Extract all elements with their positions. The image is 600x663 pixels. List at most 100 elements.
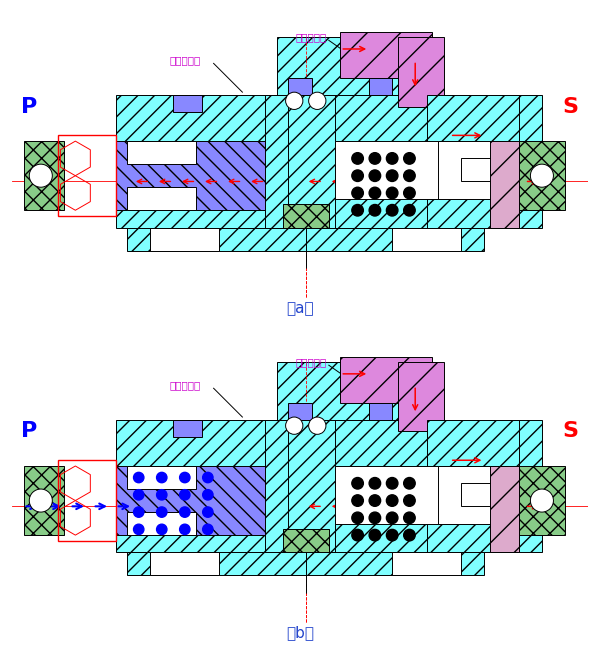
- Circle shape: [308, 417, 326, 434]
- Bar: [173, 420, 202, 437]
- Text: P: P: [21, 422, 37, 442]
- Bar: [23, 466, 64, 535]
- Circle shape: [29, 489, 52, 512]
- Circle shape: [308, 92, 326, 109]
- Bar: [127, 227, 484, 251]
- Circle shape: [134, 524, 144, 534]
- Bar: [127, 466, 196, 489]
- Circle shape: [157, 507, 167, 517]
- Bar: [150, 227, 220, 251]
- Circle shape: [157, 489, 167, 500]
- Circle shape: [369, 204, 380, 216]
- Circle shape: [352, 152, 364, 164]
- Bar: [127, 552, 484, 575]
- Circle shape: [404, 170, 415, 182]
- Bar: [127, 141, 196, 164]
- Circle shape: [404, 187, 415, 199]
- Bar: [127, 187, 196, 210]
- Circle shape: [386, 170, 398, 182]
- Text: （a）: （a）: [286, 301, 314, 316]
- Circle shape: [369, 152, 380, 164]
- Text: 偶数档气管: 偶数档气管: [169, 381, 200, 391]
- Text: 奇数档气管: 奇数档气管: [296, 32, 327, 42]
- Circle shape: [530, 489, 553, 512]
- Circle shape: [352, 187, 364, 199]
- Circle shape: [352, 529, 364, 541]
- Circle shape: [386, 187, 398, 199]
- Bar: [392, 552, 461, 575]
- Circle shape: [404, 152, 415, 164]
- Text: 偶数档气管: 偶数档气管: [169, 56, 200, 66]
- Circle shape: [179, 524, 190, 534]
- Circle shape: [134, 507, 144, 517]
- Circle shape: [179, 472, 190, 483]
- Bar: [392, 227, 461, 251]
- Bar: [335, 141, 473, 199]
- Bar: [398, 362, 444, 432]
- Bar: [116, 420, 542, 552]
- Circle shape: [386, 204, 398, 216]
- Bar: [116, 95, 542, 227]
- Bar: [116, 141, 277, 210]
- Circle shape: [29, 164, 52, 187]
- Bar: [490, 141, 519, 227]
- Circle shape: [157, 472, 167, 483]
- Circle shape: [386, 152, 398, 164]
- Circle shape: [369, 477, 380, 489]
- Bar: [427, 95, 519, 227]
- Text: S: S: [563, 422, 579, 442]
- Text: 奇数档气管: 奇数档气管: [296, 357, 327, 367]
- Bar: [369, 78, 392, 95]
- Bar: [490, 466, 519, 552]
- Bar: [335, 466, 473, 524]
- Text: P: P: [21, 97, 37, 117]
- Circle shape: [369, 529, 380, 541]
- Bar: [289, 78, 311, 95]
- Circle shape: [404, 204, 415, 216]
- Bar: [340, 32, 433, 78]
- Bar: [58, 135, 116, 216]
- Circle shape: [404, 495, 415, 507]
- Circle shape: [530, 164, 553, 187]
- Text: S: S: [563, 97, 579, 117]
- Circle shape: [179, 507, 190, 517]
- Circle shape: [134, 489, 144, 500]
- Circle shape: [157, 524, 167, 534]
- Circle shape: [134, 472, 144, 483]
- Circle shape: [352, 170, 364, 182]
- Circle shape: [386, 512, 398, 524]
- Bar: [289, 402, 311, 420]
- Bar: [283, 204, 329, 227]
- Circle shape: [404, 477, 415, 489]
- Bar: [265, 420, 289, 552]
- Circle shape: [352, 512, 364, 524]
- Circle shape: [203, 524, 213, 534]
- Circle shape: [369, 495, 380, 507]
- Bar: [398, 37, 444, 107]
- Bar: [127, 512, 196, 535]
- Bar: [58, 460, 116, 541]
- Text: （b）: （b）: [286, 626, 314, 640]
- Circle shape: [352, 477, 364, 489]
- Bar: [283, 529, 329, 552]
- Circle shape: [352, 495, 364, 507]
- Bar: [438, 466, 508, 524]
- Circle shape: [386, 477, 398, 489]
- Circle shape: [369, 187, 380, 199]
- Circle shape: [179, 489, 190, 500]
- Circle shape: [369, 512, 380, 524]
- Bar: [277, 95, 335, 227]
- Bar: [438, 141, 508, 199]
- Bar: [427, 420, 519, 552]
- Bar: [369, 402, 392, 420]
- Bar: [277, 37, 415, 95]
- Bar: [116, 466, 277, 535]
- Circle shape: [386, 495, 398, 507]
- Bar: [519, 141, 565, 210]
- Bar: [340, 357, 433, 402]
- Circle shape: [203, 489, 213, 500]
- Bar: [265, 95, 289, 227]
- Bar: [461, 158, 508, 182]
- Circle shape: [404, 512, 415, 524]
- Circle shape: [203, 472, 213, 483]
